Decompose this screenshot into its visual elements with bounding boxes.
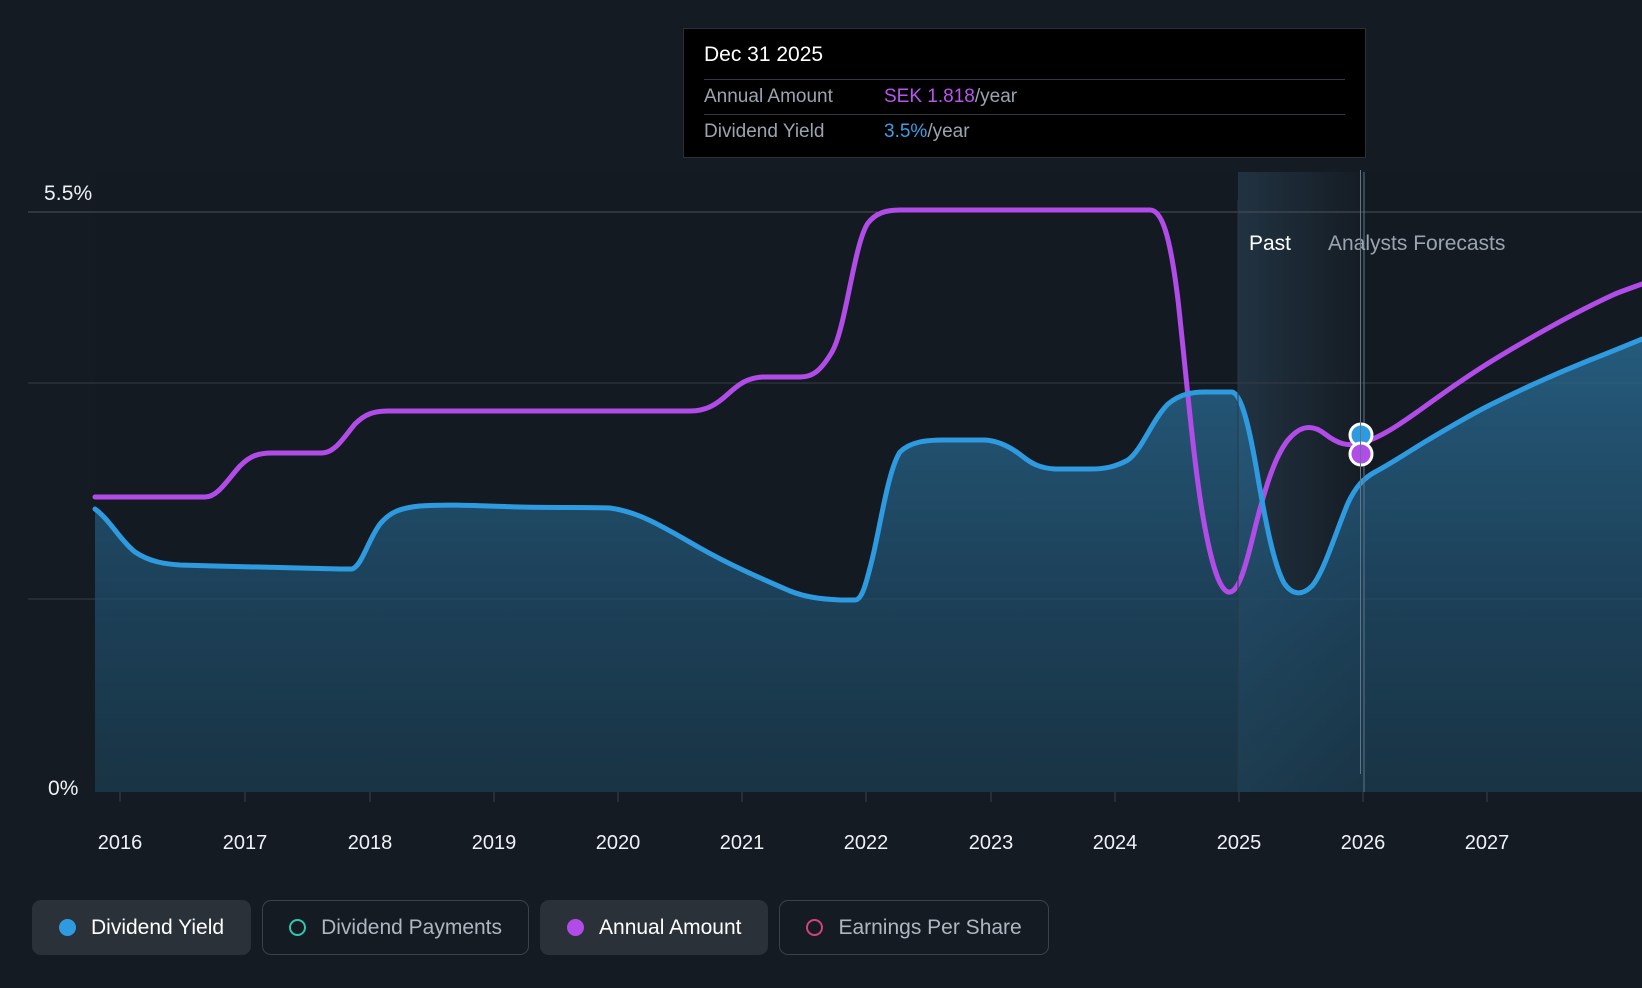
- legend-label-dividend-payments: Dividend Payments: [321, 915, 503, 939]
- legend-label-dividend-yield: Dividend Yield: [91, 915, 225, 939]
- tooltip-amount-number: SEK 1.818: [884, 86, 975, 107]
- legend-item-dividend-payments[interactable]: Dividend Payments: [262, 900, 530, 955]
- x-tick-2018: 2018: [347, 832, 393, 854]
- x-tick-2019: 2019: [471, 832, 517, 854]
- chart-svg: [28, 172, 1642, 802]
- tooltip-row-annual-amount: Annual Amount SEK 1.818/year: [704, 79, 1345, 114]
- legend-item-earnings-per-share[interactable]: Earnings Per Share: [779, 900, 1049, 955]
- tooltip-date: Dec 31 2025: [704, 43, 824, 66]
- data-point-markers: [1348, 422, 1374, 467]
- y-axis-top-label: 5.5%: [44, 182, 93, 205]
- tooltip-label-dividend-yield: Dividend Yield: [704, 121, 825, 142]
- x-tick-2017: 2017: [222, 832, 268, 854]
- hollow-circle-icon: [806, 919, 824, 936]
- tooltip-crosshair-line: [1360, 170, 1361, 774]
- tooltip-value-annual-amount: SEK 1.818/year: [884, 86, 1017, 108]
- tooltip-amount-unit: /year: [974, 86, 1018, 107]
- dividend-yield-line: [92, 336, 1642, 603]
- filled-dot-icon: [567, 919, 585, 936]
- y-axis-zero-label: 0%: [48, 777, 79, 800]
- chart-plot-area: [28, 172, 1642, 802]
- x-tick-2023: 2023: [968, 832, 1014, 854]
- x-tick-2025: 2025: [1216, 832, 1262, 854]
- x-tick-2016: 2016: [97, 832, 143, 854]
- x-tick-2020: 2020: [595, 832, 641, 854]
- legend-item-dividend-yield[interactable]: Dividend Yield: [32, 900, 252, 955]
- x-tick-2022: 2022: [843, 832, 889, 854]
- tooltip-yield-unit: /year: [927, 121, 970, 142]
- tooltip-label-annual-amount: Annual Amount: [704, 86, 833, 107]
- past-label: Past: [1249, 232, 1292, 255]
- legend-item-annual-amount[interactable]: Annual Amount: [540, 900, 769, 955]
- marker-annual-amount[interactable]: [1348, 441, 1374, 467]
- dividend-yield-area: [95, 339, 1642, 792]
- x-axis: 2016 2017 2018 2019 2020 2021 2022 2023 …: [0, 832, 1642, 872]
- legend-label-annual-amount: Annual Amount: [599, 915, 742, 939]
- tooltip-value-dividend-yield: 3.5%/year: [884, 121, 970, 143]
- x-tick-marks: [119, 792, 1488, 802]
- x-tick-2024: 2024: [1092, 832, 1138, 854]
- x-tick-2021: 2021: [719, 832, 765, 854]
- chart-legend: Dividend Yield Dividend Payments Annual …: [32, 900, 1049, 955]
- tooltip-panel: Dec 31 2025 Annual Amount SEK 1.818/year…: [683, 28, 1366, 158]
- analysts-forecasts-label: Analysts Forecasts: [1328, 232, 1506, 255]
- tooltip-yield-number: 3.5%: [884, 121, 928, 142]
- tooltip-row-dividend-yield: Dividend Yield 3.5%/year: [704, 114, 1345, 149]
- x-tick-2027: 2027: [1464, 832, 1510, 854]
- legend-label-earnings-per-share: Earnings Per Share: [838, 915, 1022, 939]
- hollow-circle-icon: [289, 919, 307, 936]
- annual-amount-line: [92, 207, 1642, 595]
- x-tick-2026: 2026: [1340, 832, 1386, 854]
- filled-dot-icon: [59, 919, 76, 936]
